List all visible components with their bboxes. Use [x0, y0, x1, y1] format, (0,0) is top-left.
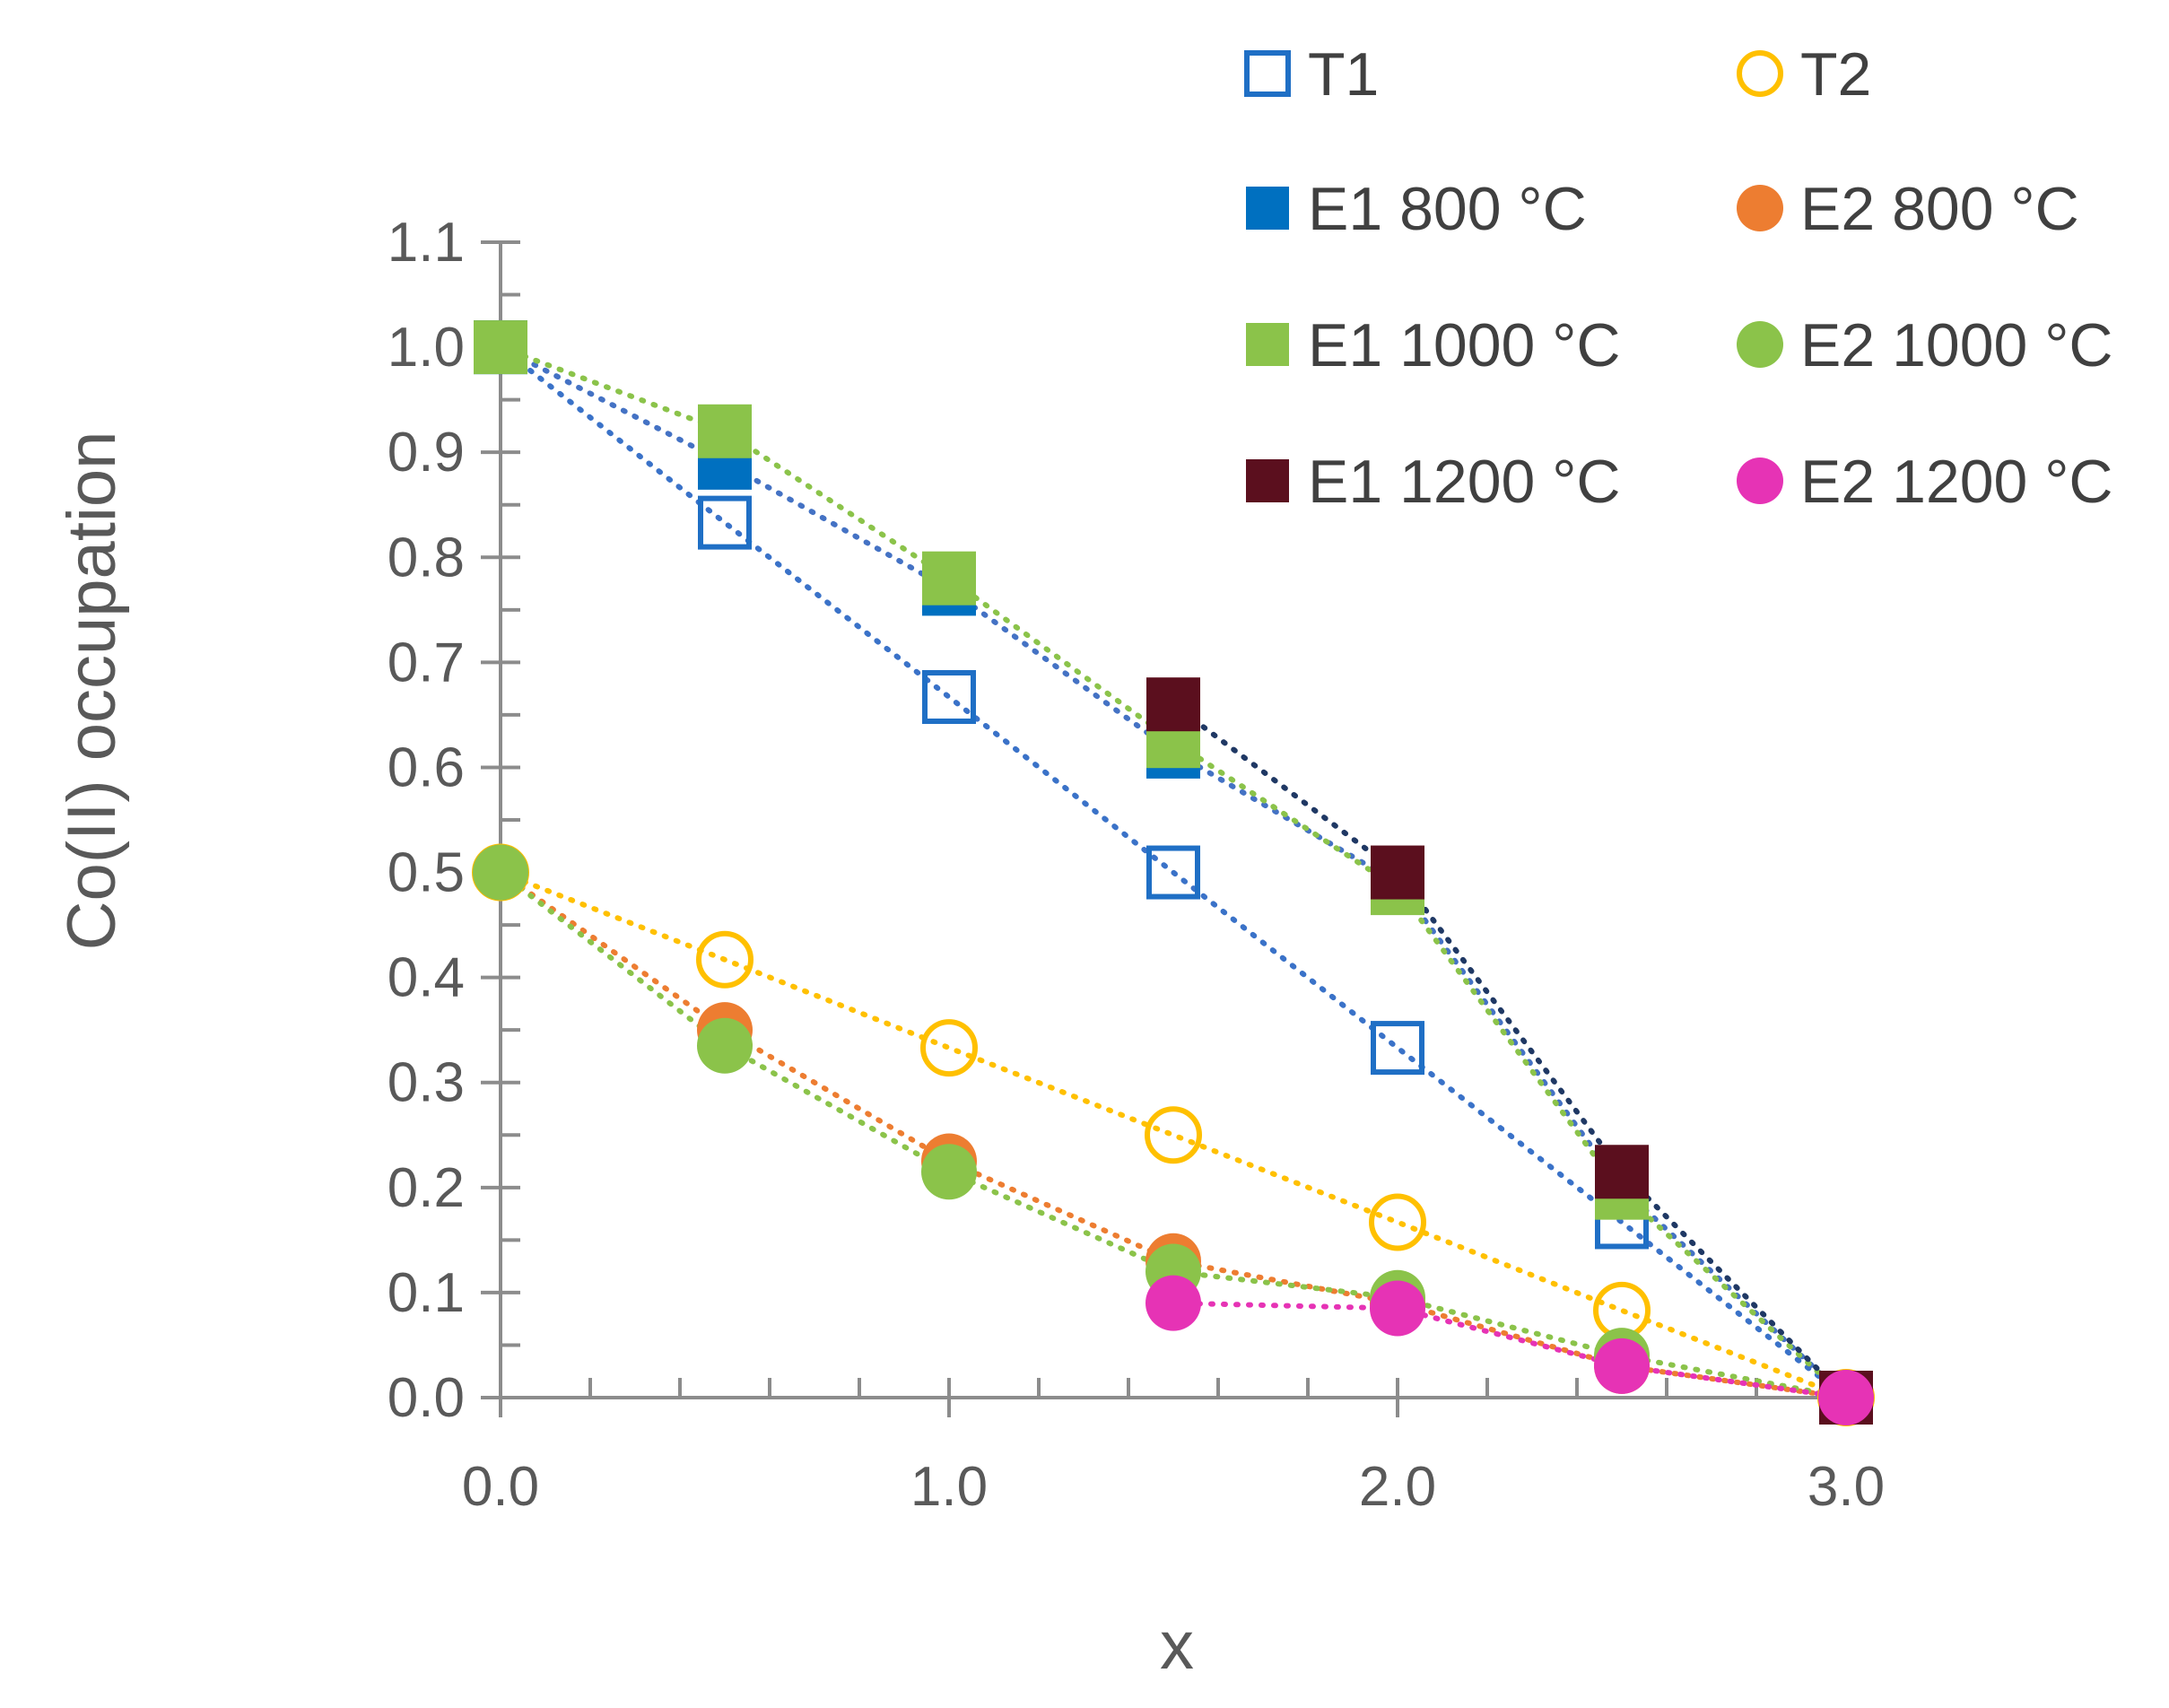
legend-item-e2-1000-c: E2 1000 °C	[1737, 311, 2113, 379]
x-tick-label: 3.0	[1808, 1456, 1885, 1518]
legend-label: E1 800 °C	[1308, 175, 1587, 243]
legend-item-t1: T1	[1244, 40, 1379, 109]
trendline-e1-1200-c	[1171, 702, 1849, 1400]
axes-layer: 0.0 0.1 0.2 0.3 0.4 0.5 0.6 0.7 0.8 0.9 1.0 1.1 0.0 1…	[388, 212, 1885, 1518]
y-tick-label: 0.2	[388, 1157, 465, 1219]
x-axis-title: x	[1160, 1608, 1194, 1684]
y-axis-title: Co(II) occupation	[54, 431, 130, 951]
x-tick-label: 0.0	[462, 1456, 539, 1518]
legend-marker	[1246, 187, 1289, 230]
legend-marker	[1246, 323, 1289, 366]
legend-label: E2 800 °C	[1800, 175, 2079, 243]
legend-marker	[1244, 50, 1291, 97]
legend-label: T2	[1800, 40, 1871, 109]
y-tick-label: 0.1	[388, 1262, 465, 1324]
point-t1	[698, 495, 752, 550]
legend-label: T1	[1308, 40, 1379, 109]
point-t1	[1146, 845, 1200, 900]
legend-item-e1-1200-c: E1 1200 °C	[1246, 448, 1621, 516]
y-tick-label: 0.7	[388, 632, 465, 693]
point-e2-1200-c	[1818, 1370, 1874, 1425]
point-e2-1000-c	[473, 844, 528, 901]
y-tick-label: 0.0	[388, 1367, 465, 1429]
legend: T1 T2 E1 800 °C E2 800 °C E1 1000 °C E2 1000 …	[1244, 40, 2113, 516]
legend-marker	[1737, 321, 1783, 368]
point-e1-1200-c	[1595, 1145, 1649, 1199]
point-t2	[920, 1019, 978, 1077]
point-e2-1200-c	[1594, 1338, 1650, 1394]
legend-item-e2-1200-c: E2 1200 °C	[1737, 448, 2113, 516]
legend-label: E1 1000 °C	[1308, 311, 1621, 379]
point-e2-1200-c	[1145, 1275, 1201, 1331]
legend-item-e2-800-c: E2 800 °C	[1737, 175, 2079, 243]
legend-marker	[1737, 458, 1783, 504]
point-t1	[1371, 1021, 1424, 1076]
x-tick-label: 2.0	[1359, 1456, 1436, 1518]
y-tick-label: 0.8	[388, 527, 465, 588]
point-e2-1000-c	[921, 1144, 977, 1200]
y-tick-label: 1.1	[388, 212, 465, 274]
point-t2	[1145, 1106, 1202, 1164]
point-t1	[922, 670, 976, 725]
legend-label: E2 1200 °C	[1800, 448, 2113, 516]
y-tick-label: 0.9	[388, 422, 465, 484]
point-t2	[696, 930, 753, 989]
trendline-t2	[498, 869, 1849, 1400]
trendline-t1	[498, 344, 1849, 1400]
point-e1-1200-c	[1371, 845, 1424, 900]
legend-item-e1-1000-c: E1 1000 °C	[1246, 311, 1621, 379]
trendline-e2-1200-c	[1171, 1300, 1849, 1400]
y-tick-label: 0.3	[388, 1052, 465, 1114]
data-points	[472, 320, 1875, 1426]
point-e1-1000-c	[922, 551, 976, 606]
y-tick-label: 0.5	[388, 842, 465, 904]
legend-label: E1 1200 °C	[1308, 448, 1621, 516]
y-tick-label: 0.6	[388, 736, 465, 798]
legend-marker	[1737, 50, 1783, 97]
legend-marker	[1737, 185, 1783, 231]
point-e1-1200-c	[1146, 677, 1200, 732]
x-tick-label: 1.0	[910, 1456, 988, 1518]
y-tick-label: 0.4	[388, 947, 465, 1009]
legend-item-e1-800-c: E1 800 °C	[1246, 175, 1587, 243]
legend-item-t2: T2	[1737, 40, 1871, 109]
point-e1-1000-c	[474, 320, 527, 375]
point-e2-1000-c	[697, 1017, 753, 1074]
point-e2-1200-c	[1370, 1280, 1425, 1337]
legend-marker	[1246, 459, 1289, 502]
point-t2	[1369, 1193, 1426, 1251]
legend-label: E2 1000 °C	[1800, 311, 2113, 379]
y-tick-label: 1.0	[388, 317, 465, 379]
point-e1-1000-c	[698, 404, 752, 458]
